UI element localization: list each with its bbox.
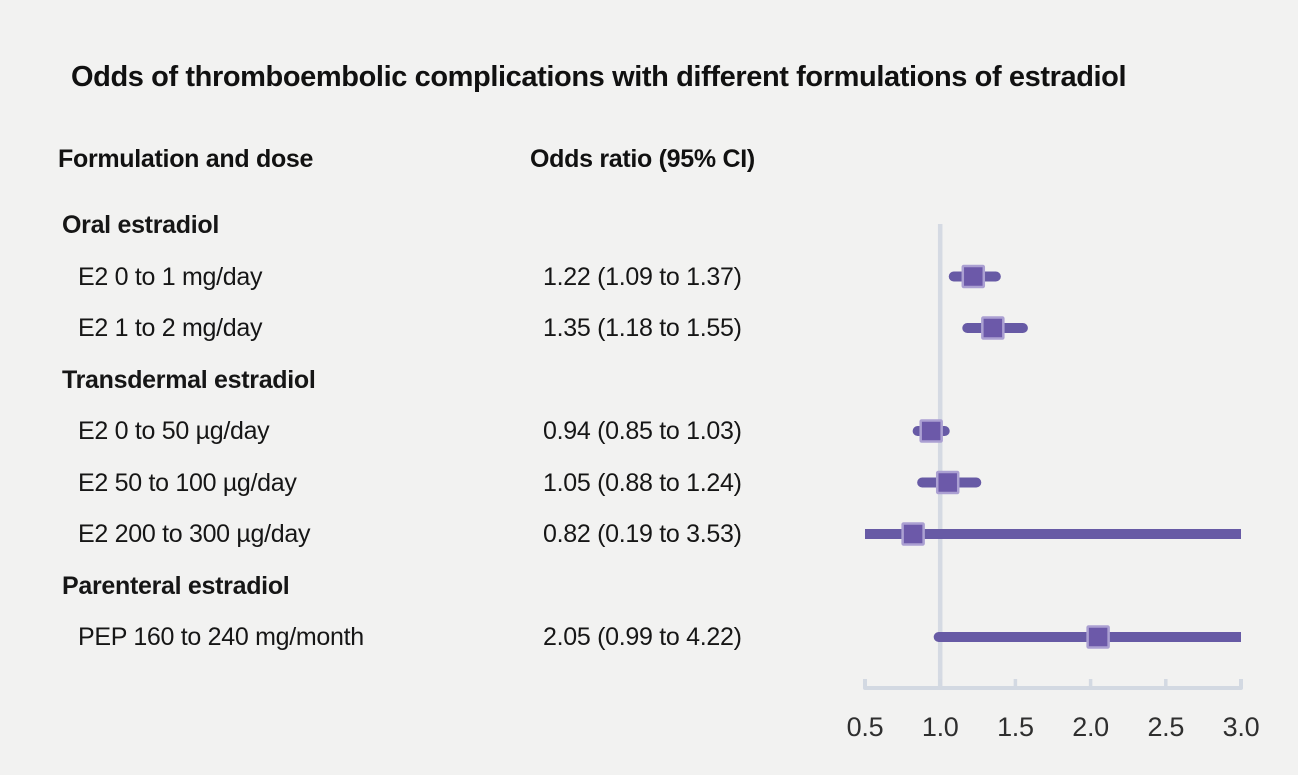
x-axis-tick-label: 2.5 — [1147, 712, 1185, 742]
point-estimate-marker — [919, 419, 943, 443]
column-header-formulation: Formulation and dose — [58, 145, 314, 173]
x-axis-line — [863, 679, 1243, 690]
row-label: E2 0 to 1 mg/day — [78, 262, 263, 291]
ci-layer — [865, 264, 1241, 649]
odds-ratio-value: 1.22 (1.09 to 1.37) — [543, 262, 742, 291]
x-axis-tick-label: 1.0 — [921, 712, 959, 742]
point-estimate-marker — [981, 316, 1005, 340]
x-axis-tick-label: 0.5 — [846, 712, 884, 742]
point-estimate-marker — [935, 470, 960, 495]
odds-ratio-value: 0.82 (0.19 to 3.53) — [543, 520, 742, 548]
group-label: Oral estradiol — [62, 211, 219, 239]
odds-ratio-value: 1.05 (0.88 to 1.24) — [543, 468, 742, 497]
point-estimate-marker — [961, 264, 986, 289]
odds-ratio-value: 2.05 (0.99 to 4.22) — [543, 623, 742, 651]
group-label: Parenteral estradiol — [62, 571, 290, 600]
x-axis-tick-label: 2.0 — [1072, 712, 1109, 742]
point-estimate-marker — [901, 522, 925, 546]
column-header-odds-ratio: Odds ratio (95% CI) — [530, 145, 755, 173]
group-label: Transdermal estradiol — [62, 365, 316, 394]
x-axis-tick-label: 3.0 — [1222, 712, 1260, 742]
row-label: E2 50 to 100 µg/day — [78, 468, 297, 497]
figure-title: Odds of thromboembolic complications wit… — [71, 61, 1127, 93]
row-label: E2 200 to 300 µg/day — [78, 520, 311, 548]
row-label: PEP 160 to 240 mg/month — [78, 623, 364, 651]
odds-ratio-value: 0.94 (0.85 to 1.03) — [543, 417, 742, 445]
row-label: E2 1 to 2 mg/day — [78, 314, 263, 342]
x-axis-tick-label: 1.5 — [997, 712, 1034, 742]
point-estimate-marker — [1086, 625, 1110, 649]
odds-ratio-value: 1.35 (1.18 to 1.55) — [543, 314, 742, 342]
row-label: E2 0 to 50 µg/day — [78, 417, 270, 445]
